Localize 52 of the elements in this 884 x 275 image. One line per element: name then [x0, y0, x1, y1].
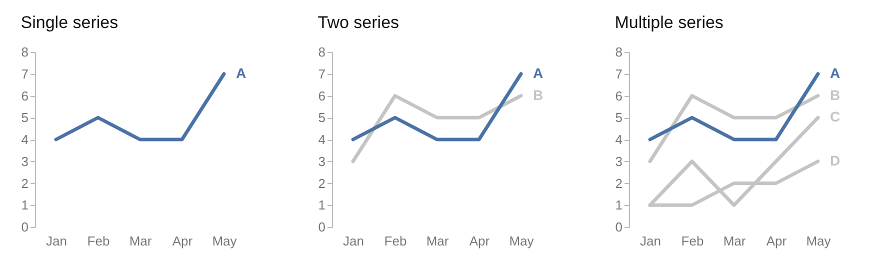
y-tick-label: 4	[21, 132, 28, 147]
y-tick-label: 6	[21, 88, 28, 104]
chart-title: Two series	[318, 13, 400, 32]
x-tick-label: Feb	[87, 234, 110, 248]
x-tick-label: Apr	[172, 234, 194, 248]
y-tick-label: 4	[318, 132, 326, 147]
x-tick-label: Mar	[723, 234, 746, 248]
y-tick-label: 1	[615, 198, 622, 213]
y-tick-label: 5	[21, 110, 28, 126]
y-tick-label: 5	[615, 110, 622, 126]
y-tick-label: 0	[615, 220, 622, 234]
y-tick-label: 5	[318, 110, 326, 126]
series-label: A	[236, 64, 246, 81]
y-tick-label: 8	[21, 44, 28, 60]
y-tick-label: 6	[615, 88, 622, 104]
series-label: B	[533, 86, 544, 103]
x-tick-label: Feb	[681, 234, 704, 248]
series-label: A	[830, 64, 840, 81]
series-label: B	[830, 86, 840, 103]
y-tick-label: 1	[318, 198, 326, 213]
y-tick-label: 2	[318, 176, 326, 191]
y-tick-label: 2	[615, 176, 622, 191]
y-tick-label: 0	[21, 220, 28, 234]
x-tick-label: Jan	[343, 234, 364, 248]
y-tick-label: 8	[615, 44, 622, 60]
x-tick-label: Mar	[129, 234, 152, 248]
x-tick-label: May	[806, 234, 832, 248]
x-tick-label: Mar	[426, 234, 450, 248]
x-tick-label: Feb	[384, 234, 407, 248]
x-tick-label: Jan	[46, 234, 67, 248]
x-tick-label: Apr	[766, 234, 788, 248]
y-tick-label: 0	[318, 220, 326, 234]
x-tick-label: Jan	[640, 234, 661, 248]
y-tick-label: 3	[21, 154, 28, 169]
y-tick-label: 4	[615, 132, 622, 147]
series-label: D	[830, 152, 840, 168]
x-tick-label: May	[509, 234, 534, 248]
chart-title: Single series	[20, 13, 118, 32]
y-tick-label: 7	[21, 66, 28, 82]
series-label: A	[533, 64, 544, 81]
y-tick-label: 7	[318, 66, 326, 82]
series-label: C	[830, 108, 840, 125]
y-tick-label: 3	[615, 154, 622, 169]
y-tick-label: 2	[21, 176, 28, 191]
y-tick-label: 7	[615, 66, 622, 82]
y-tick-label: 8	[318, 44, 326, 60]
y-tick-label: 3	[318, 154, 326, 169]
y-tick-label: 1	[21, 198, 28, 213]
chart-title: Multiple series	[614, 13, 724, 32]
x-tick-label: May	[212, 234, 238, 248]
y-tick-label: 6	[318, 88, 326, 104]
x-tick-label: Apr	[469, 234, 490, 248]
